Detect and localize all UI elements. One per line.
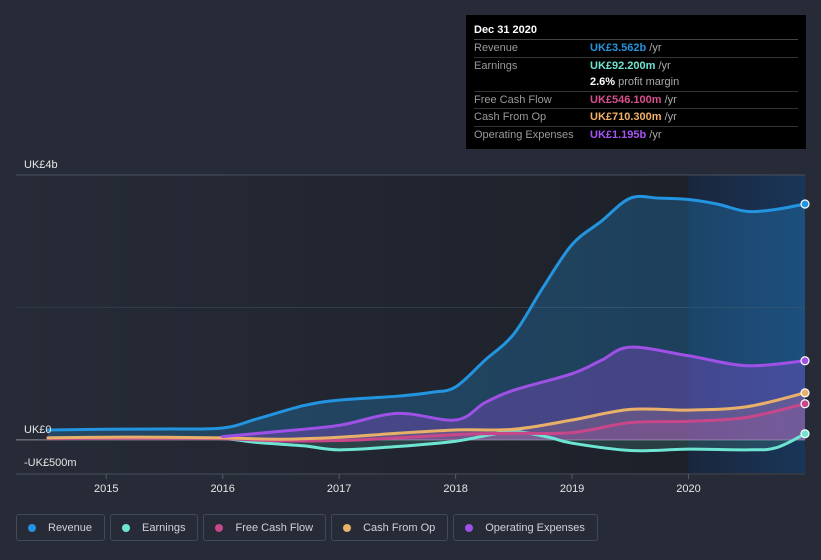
end-marker-operating-expenses (800, 356, 810, 366)
x-tick-label: 2015 (94, 483, 118, 495)
legend-dot-icon (215, 523, 224, 532)
tooltip-row: Earnings UK£92.200m/yr (474, 58, 798, 75)
tooltip-value: UK£3.562b (590, 42, 647, 54)
legend-item-free-cash-flow[interactable]: Free Cash Flow (203, 514, 327, 541)
tooltip-date: Dec 31 2020 (474, 21, 798, 40)
legend-item-earnings[interactable]: Earnings (110, 514, 199, 541)
end-marker-revenue (800, 199, 810, 209)
x-axis: 2015 2016 2017 2018 2019 2020 (94, 474, 701, 495)
x-tick-label: 2020 (676, 483, 700, 495)
tooltip-label (474, 74, 590, 91)
line-revenue (46, 194, 807, 432)
tooltip-row: Free Cash Flow UK£546.100m/yr (474, 92, 798, 109)
tooltip-label: Revenue (474, 42, 519, 54)
tooltip-value: UK£710.300m (590, 111, 662, 123)
line-operating-expenses (221, 345, 807, 439)
tooltip-value: UK£1.195b (590, 128, 647, 141)
area-cash-from-op (48, 392, 805, 440)
area-earnings (48, 431, 805, 451)
legend-item-cash-from-op[interactable]: Cash From Op (331, 514, 449, 541)
tooltip-unit: /yr (664, 93, 677, 106)
series-end-markers (800, 199, 810, 439)
legend-label: Revenue (48, 521, 93, 534)
y-tick-label: UK£4b (24, 159, 58, 171)
tooltip-value: UK£92.200m (590, 59, 656, 72)
forecast-highlight-region (688, 175, 805, 473)
tooltip-unit: /yr (649, 42, 662, 54)
end-marker-earnings (800, 429, 810, 439)
y-tick-label: UK£0 (24, 424, 52, 436)
area-operating-expenses (222, 347, 805, 440)
area-free-cash-flow (48, 403, 805, 442)
gridlines (16, 174, 805, 475)
plot-background (16, 175, 805, 475)
x-tick-label: 2016 (210, 483, 234, 495)
tooltip-value: 2.6% (590, 76, 616, 88)
legend-dot-icon (28, 523, 36, 532)
legend-item-revenue[interactable]: Revenue (16, 514, 106, 541)
y-tick-label: -UK£500m (24, 457, 77, 469)
legend-label: Earnings (142, 521, 186, 534)
tooltip-label: Cash From Op (474, 111, 547, 123)
tooltip-value: UK£546.100m (590, 93, 662, 106)
tooltip-unit: /yr (664, 111, 677, 123)
y-axis: UK£4b UK£0 -UK£500m (24, 159, 77, 469)
tooltip-row: 2.6% profit margin (474, 74, 798, 92)
tooltip-row: Revenue UK£3.562b/yr (474, 40, 798, 58)
legend-item-operating-expenses[interactable]: Operating Expenses (453, 514, 598, 541)
x-tick-label: 2017 (327, 483, 351, 495)
legend-dot-icon (465, 523, 474, 532)
end-marker-cash-from-op (800, 388, 810, 398)
legend-dot-icon (343, 523, 352, 532)
legend-dot-icon (122, 523, 131, 532)
series-lines (46, 194, 807, 453)
line-cash-from-op (46, 391, 807, 441)
legend-label: Operating Expenses (485, 521, 585, 534)
tooltip-row: Operating Expenses UK£1.195b/yr (474, 127, 798, 144)
tooltip-unit: profit margin (618, 76, 680, 88)
legend-label: Cash From Op (363, 521, 436, 534)
area-revenue (48, 196, 805, 440)
tooltip-label: Operating Expenses (474, 128, 574, 141)
tooltip-label: Free Cash Flow (474, 93, 552, 106)
end-marker-free-cash-flow (800, 399, 810, 409)
tooltip-label: Earnings (474, 59, 518, 72)
tooltip-row: Cash From Op UK£710.300m/yr (474, 109, 798, 127)
x-tick-label: 2018 (443, 483, 467, 495)
legend: Revenue Earnings Free Cash Flow Cash From O… (16, 514, 598, 541)
series-areas (48, 196, 805, 451)
x-tick-label: 2019 (560, 483, 584, 495)
tooltip-unit: /yr (658, 59, 671, 72)
tooltip: Dec 31 2020 Revenue UK£3.562b/yr Earnings U… (466, 15, 806, 149)
tooltip-unit: /yr (649, 128, 662, 141)
legend-label: Free Cash Flow (235, 521, 314, 534)
